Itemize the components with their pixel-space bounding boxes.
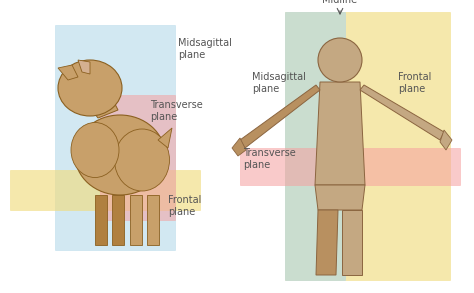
Text: Midline: Midline <box>322 0 357 5</box>
Text: Midsagittal
plane: Midsagittal plane <box>178 38 232 59</box>
Ellipse shape <box>115 129 170 191</box>
Polygon shape <box>55 25 175 250</box>
Ellipse shape <box>58 60 122 116</box>
Polygon shape <box>315 82 365 185</box>
Polygon shape <box>78 60 90 74</box>
Bar <box>95 195 107 245</box>
Polygon shape <box>316 210 338 275</box>
Polygon shape <box>440 130 452 150</box>
Polygon shape <box>315 185 365 210</box>
Polygon shape <box>88 90 118 118</box>
Polygon shape <box>240 85 320 148</box>
Polygon shape <box>360 85 444 140</box>
Bar <box>130 195 142 245</box>
Bar <box>112 195 124 245</box>
Text: Transverse
plane: Transverse plane <box>243 148 296 170</box>
Polygon shape <box>100 95 175 220</box>
Polygon shape <box>342 210 362 275</box>
Polygon shape <box>58 65 78 80</box>
Polygon shape <box>232 138 246 156</box>
Circle shape <box>318 38 362 82</box>
Polygon shape <box>240 148 460 185</box>
Bar <box>147 195 159 245</box>
Text: Frontal
plane: Frontal plane <box>168 195 201 217</box>
Polygon shape <box>285 12 345 280</box>
Ellipse shape <box>75 115 165 195</box>
Polygon shape <box>285 12 450 280</box>
Text: Frontal
plane: Frontal plane <box>398 72 431 93</box>
Text: Transverse
plane: Transverse plane <box>150 100 203 122</box>
Text: Midsagittal
plane: Midsagittal plane <box>252 72 306 93</box>
Ellipse shape <box>71 122 119 178</box>
Polygon shape <box>158 128 172 148</box>
Polygon shape <box>10 170 200 210</box>
